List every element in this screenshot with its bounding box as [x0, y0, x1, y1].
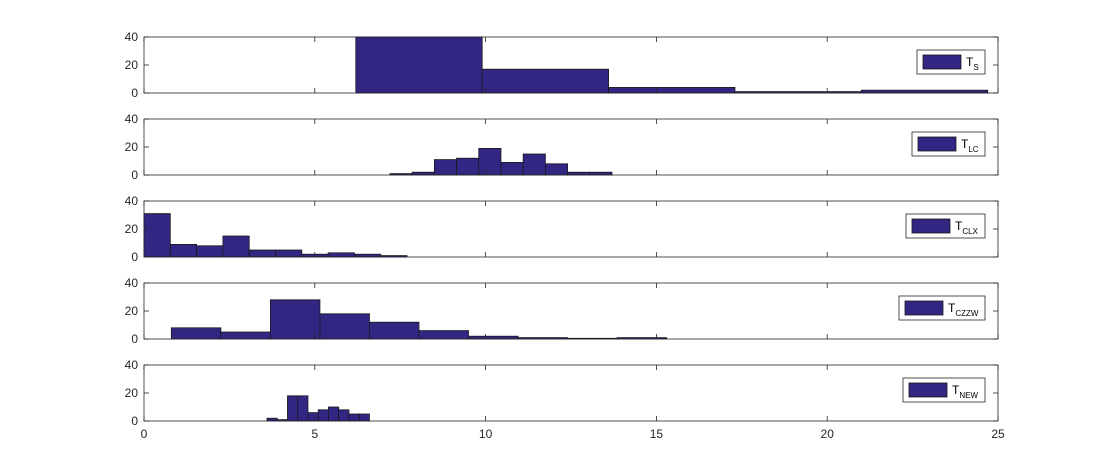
- histogram-bar: [170, 327, 222, 340]
- legend-label: TS: [966, 55, 979, 72]
- histogram-bar: [567, 171, 591, 176]
- y-tick-label: 0: [131, 414, 138, 428]
- histogram-bar: [589, 171, 613, 176]
- y-tick-label: 0: [131, 86, 138, 100]
- x-tick-label: 15: [650, 427, 664, 441]
- plot-area: [144, 201, 998, 257]
- histogram-bar: [143, 213, 171, 258]
- legend: TNEW: [902, 377, 986, 403]
- legend: TS: [916, 49, 986, 75]
- histogram-bar: [297, 395, 309, 422]
- x-tick-label: 0: [141, 427, 148, 441]
- y-tick-label: 20: [125, 304, 139, 318]
- histogram-bar: [355, 36, 483, 94]
- histogram-bar: [348, 413, 360, 422]
- histogram-bar: [544, 163, 568, 176]
- plot-area: [144, 119, 998, 175]
- y-tick-label: 0: [131, 250, 138, 264]
- legend-swatch: [917, 136, 957, 152]
- histogram-bar: [287, 395, 299, 422]
- legend: TCZZW: [898, 295, 986, 321]
- histogram-bar: [478, 147, 502, 176]
- histogram-bar: [608, 87, 736, 94]
- histogram-bar: [307, 412, 319, 422]
- histogram-bar: [522, 153, 546, 176]
- histogram-bar: [266, 417, 278, 422]
- y-tick-label: 40: [125, 276, 139, 290]
- histogram-bar: [354, 253, 382, 258]
- y-tick-label: 40: [125, 194, 139, 208]
- histogram-bar: [319, 313, 370, 340]
- histogram-bar: [358, 413, 370, 422]
- histogram-bar: [269, 299, 321, 340]
- histogram-bar: [275, 249, 303, 258]
- y-tick-label: 20: [125, 58, 139, 72]
- histogram-panel-1: 0 20 40 TS: [125, 30, 999, 100]
- y-tick-label: 0: [131, 168, 138, 182]
- histogram-bar: [860, 89, 989, 94]
- histogram-bar: [433, 159, 457, 176]
- histogram-bar: [196, 245, 224, 258]
- histogram-panel-3: 0 20 40 TCLX: [125, 194, 999, 264]
- histogram-bar: [328, 406, 340, 422]
- histogram-panel-2: 0 20 40 TLC: [125, 112, 999, 182]
- y-tick-label: 20: [125, 222, 139, 236]
- histogram-panel-4: 0 20 40 TCZZW: [125, 276, 999, 346]
- legend-label: TLC: [961, 137, 979, 154]
- x-tick-label: 25: [991, 427, 1005, 441]
- legend: TLC: [911, 131, 986, 157]
- y-tick-label: 40: [125, 112, 139, 126]
- legend-label: TNEW: [952, 383, 978, 400]
- y-tick-label: 20: [125, 386, 139, 400]
- y-tick-label: 40: [125, 358, 139, 372]
- histogram-bar: [220, 331, 271, 340]
- y-tick-label: 0: [131, 332, 138, 346]
- histogram-bar: [169, 243, 198, 258]
- histogram-bar: [369, 321, 420, 340]
- legend-label: TCLX: [955, 219, 979, 236]
- histogram-bar: [411, 171, 435, 176]
- x-tick-label: 20: [821, 427, 835, 441]
- histogram-bar: [222, 235, 250, 258]
- legend-swatch: [922, 54, 962, 70]
- histogram-bar: [468, 335, 519, 340]
- y-tick-label: 40: [125, 30, 139, 44]
- legend-swatch: [908, 382, 948, 398]
- legend-swatch: [911, 218, 951, 234]
- histogram-bar: [456, 157, 480, 176]
- x-tick-label: 5: [311, 427, 318, 441]
- histogram-bar: [248, 249, 276, 258]
- histogram-bar: [327, 252, 355, 258]
- histogram-bar: [481, 68, 609, 94]
- legend: TCLX: [905, 213, 986, 239]
- x-tick-label: 10: [479, 427, 493, 441]
- y-tick-label: 20: [125, 140, 139, 154]
- legend-label: TCZZW: [948, 301, 979, 318]
- histogram-bar: [317, 409, 329, 422]
- legend-swatch: [904, 300, 944, 316]
- histogram-bar: [418, 330, 469, 340]
- histogram-panel-5: 0 20 40 TNEW: [125, 358, 999, 428]
- histogram-bar: [338, 409, 350, 422]
- plot-area: [144, 365, 998, 421]
- histogram-bar: [500, 161, 524, 176]
